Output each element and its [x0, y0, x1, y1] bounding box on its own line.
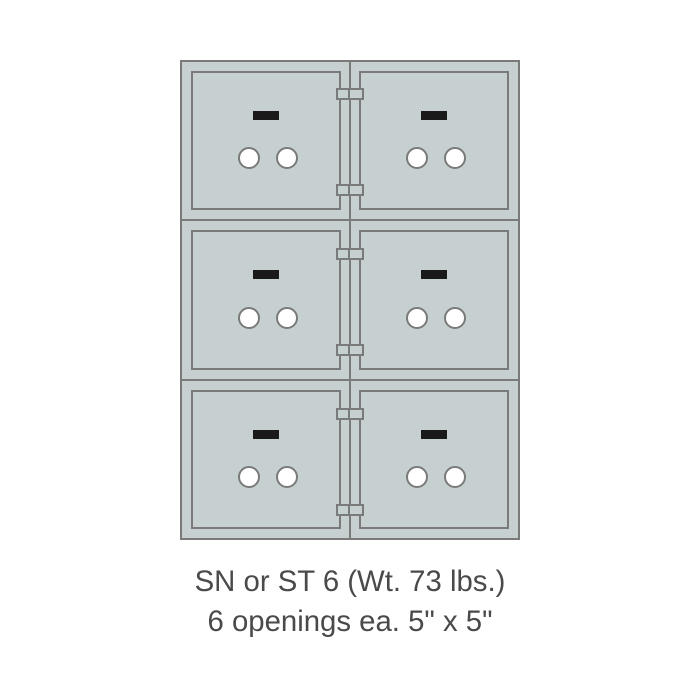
- hinge-icon: [348, 504, 364, 516]
- number-slot: [421, 430, 447, 439]
- keyhole-icon: [238, 466, 260, 488]
- keyhole-icon: [406, 307, 428, 329]
- keyhole-icon: [276, 147, 298, 169]
- caption: SN or ST 6 (Wt. 73 lbs.) 6 openings ea. …: [195, 562, 506, 641]
- hinge-icon: [348, 88, 364, 100]
- keyhole-icon: [444, 147, 466, 169]
- door: [182, 381, 350, 538]
- safe-deposit-unit: [180, 60, 520, 540]
- door: [350, 62, 518, 219]
- center-divider: [349, 62, 351, 538]
- door-panel: [359, 390, 509, 529]
- keyhole-icon: [238, 307, 260, 329]
- caption-line-1: SN or ST 6 (Wt. 73 lbs.): [195, 562, 506, 602]
- hinge-icon: [348, 184, 364, 196]
- door-panel: [359, 71, 509, 210]
- hinge-icon: [348, 248, 364, 260]
- keyhole-icon: [276, 307, 298, 329]
- door-panel: [191, 71, 341, 210]
- door-panel: [191, 390, 341, 529]
- keyhole-icon: [238, 147, 260, 169]
- number-slot: [253, 270, 279, 279]
- number-slot: [421, 111, 447, 120]
- keyhole-icon: [276, 466, 298, 488]
- number-slot: [253, 430, 279, 439]
- door: [182, 221, 350, 378]
- caption-line-2: 6 openings ea. 5" x 5": [195, 602, 506, 642]
- hinge-icon: [348, 408, 364, 420]
- door: [350, 221, 518, 378]
- number-slot: [421, 270, 447, 279]
- door-panel: [359, 230, 509, 369]
- keyhole-icon: [444, 466, 466, 488]
- number-slot: [253, 111, 279, 120]
- keyhole-icon: [406, 147, 428, 169]
- door: [182, 62, 350, 219]
- door-panel: [191, 230, 341, 369]
- door: [350, 381, 518, 538]
- keyhole-icon: [406, 466, 428, 488]
- diagram-root: SN or ST 6 (Wt. 73 lbs.) 6 openings ea. …: [0, 0, 700, 700]
- hinge-icon: [348, 344, 364, 356]
- keyhole-icon: [444, 307, 466, 329]
